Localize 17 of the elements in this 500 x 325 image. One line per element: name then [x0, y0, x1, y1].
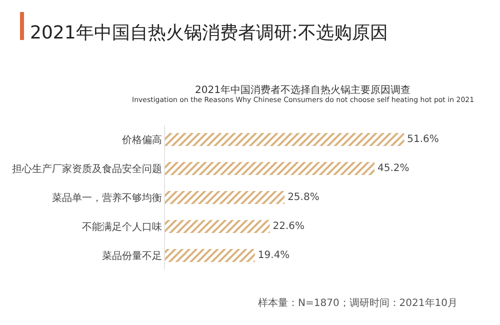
data-label: 45.2%: [377, 163, 410, 174]
bar: [165, 190, 285, 204]
bar: [165, 162, 374, 176]
data-label: 22.6%: [272, 221, 305, 232]
y-tick-label: 不能满足个人口味: [82, 221, 162, 233]
y-tick-label: 价格偏高: [121, 134, 162, 146]
bar: [165, 248, 255, 262]
data-label: 51.6%: [407, 134, 439, 146]
bar: [165, 132, 404, 146]
chart-title: 2021年中国自热火锅消费者调研:不选购原因: [30, 22, 388, 44]
y-tick-label: 菜品单一，营养不够均衡: [52, 192, 162, 204]
y-tick-label: 菜品份量不足: [102, 250, 162, 262]
data-label: 19.4%: [258, 250, 290, 261]
y-tick-label: 担心生产厂家资质及食品安全问题: [12, 163, 162, 175]
bar: [165, 220, 270, 234]
text: 样本量：N=1870；调研时间：2021年10月: [258, 297, 458, 309]
data-label: 25.8%: [288, 192, 320, 203]
